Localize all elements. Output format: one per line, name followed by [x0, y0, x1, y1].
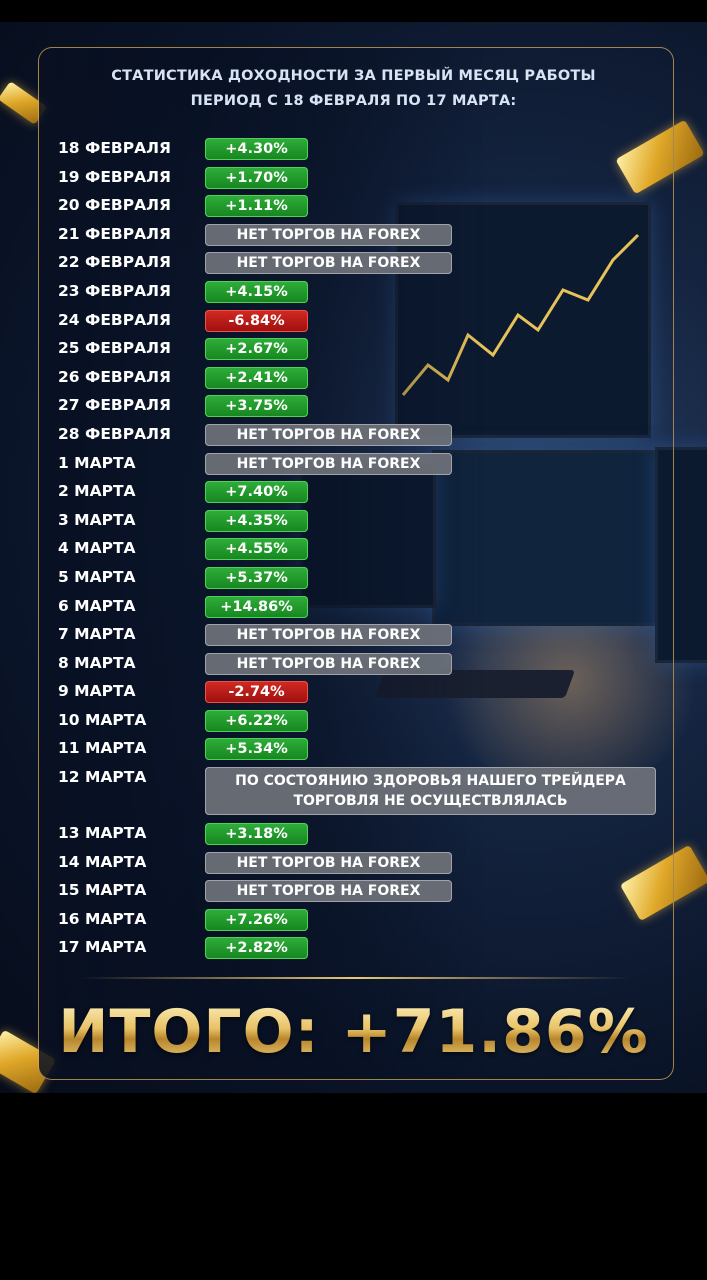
date-label: 2 МАРТА	[58, 482, 136, 501]
profit-badge: +7.26%	[205, 908, 308, 931]
profit-badge: +6.22%	[205, 709, 308, 732]
no-trading-badge: НЕТ ТОРГОВ НА FOREX	[205, 652, 452, 675]
date-label: 7 МАРТА	[58, 625, 136, 644]
total-result: ИТОГО: +71.86%	[0, 997, 707, 1067]
date-label: 14 МАРТА	[58, 852, 147, 871]
date-label: 28 ФЕВРАЛЯ	[58, 424, 171, 443]
date-label: 3 МАРТА	[58, 510, 136, 529]
date-label: 10 МАРТА	[58, 710, 147, 729]
no-trading-badge: НЕТ ТОРГОВ НА FOREX	[205, 452, 452, 475]
profit-badge: +4.30%	[205, 138, 308, 160]
profit-badge: +3.75%	[205, 395, 308, 418]
profit-badge: +1.70%	[205, 166, 308, 189]
no-trading-badge: НЕТ ТОРГОВ НА FOREX	[205, 624, 452, 647]
date-label: 19 ФЕВРАЛЯ	[58, 167, 171, 186]
no-trading-badge: НЕТ ТОРГОВ НА FOREX	[205, 252, 452, 275]
date-label: 5 МАРТА	[58, 567, 136, 586]
date-label: 26 ФЕВРАЛЯ	[58, 367, 171, 386]
title-line-1: СТАТИСТИКА ДОХОДНОСТИ ЗА ПЕРВЫЙ МЕСЯЦ РА…	[111, 68, 596, 84]
loss-badge: -2.74%	[205, 681, 308, 704]
profit-badge: +3.18%	[205, 823, 308, 846]
date-label: 23 ФЕВРАЛЯ	[58, 281, 171, 300]
date-label: 24 ФЕВРАЛЯ	[58, 310, 171, 329]
profit-badge: +4.35%	[205, 509, 308, 532]
date-label: 15 МАРТА	[58, 881, 147, 900]
date-label: 25 ФЕВРАЛЯ	[58, 339, 171, 358]
profit-badge: +2.82%	[205, 937, 308, 960]
date-label: 9 МАРТА	[58, 682, 136, 701]
no-trading-badge: НЕТ ТОРГОВ НА FOREX	[205, 880, 452, 903]
date-label: 8 МАРТА	[58, 653, 136, 672]
profit-badge: +14.86%	[205, 595, 308, 618]
divider	[80, 977, 630, 979]
loss-badge: -6.84%	[205, 309, 308, 332]
date-label: 12 МАРТА	[58, 768, 147, 787]
date-label: 18 ФЕВРАЛЯ	[58, 139, 171, 157]
date-label: 4 МАРТА	[58, 539, 136, 558]
date-label: 20 ФЕВРАЛЯ	[58, 196, 171, 215]
frame-border	[38, 47, 674, 1080]
date-label: 17 МАРТА	[58, 938, 147, 957]
infographic-image: СТАТИСТИКА ДОХОДНОСТИ ЗА ПЕРВЫЙ МЕСЯЦ РА…	[0, 22, 707, 1093]
date-label: 6 МАРТА	[58, 596, 136, 615]
date-label: 13 МАРТА	[58, 824, 147, 843]
profit-badge: +4.15%	[205, 280, 308, 303]
no-trading-badge: НЕТ ТОРГОВ НА FOREX	[205, 223, 452, 246]
profit-badge: +7.40%	[205, 481, 308, 504]
note-badge: ПО СОСТОЯНИЮ ЗДОРОВЬЯ НАШЕГО ТРЕЙДЕРА ТО…	[205, 767, 656, 816]
profit-badge: +5.34%	[205, 738, 308, 761]
profit-badge: +1.11%	[205, 195, 308, 218]
profit-badge: +2.67%	[205, 338, 308, 361]
date-label: 27 ФЕВРАЛЯ	[58, 396, 171, 415]
profit-badge: +4.55%	[205, 538, 308, 561]
date-label: 1 МАРТА	[58, 453, 136, 472]
date-label: 22 ФЕВРАЛЯ	[58, 253, 171, 272]
date-label: 11 МАРТА	[58, 739, 147, 758]
date-label: 16 МАРТА	[58, 909, 147, 928]
profit-badge: +5.37%	[205, 566, 308, 589]
no-trading-badge: НЕТ ТОРГОВ НА FOREX	[205, 851, 452, 874]
profit-badge: +2.41%	[205, 366, 308, 389]
title-line-2: ПЕРИОД С 18 ФЕВРАЛЯ ПО 17 МАРТА:	[190, 93, 517, 109]
no-trading-badge: НЕТ ТОРГОВ НА FOREX	[205, 423, 452, 446]
date-label: 21 ФЕВРАЛЯ	[58, 224, 171, 243]
